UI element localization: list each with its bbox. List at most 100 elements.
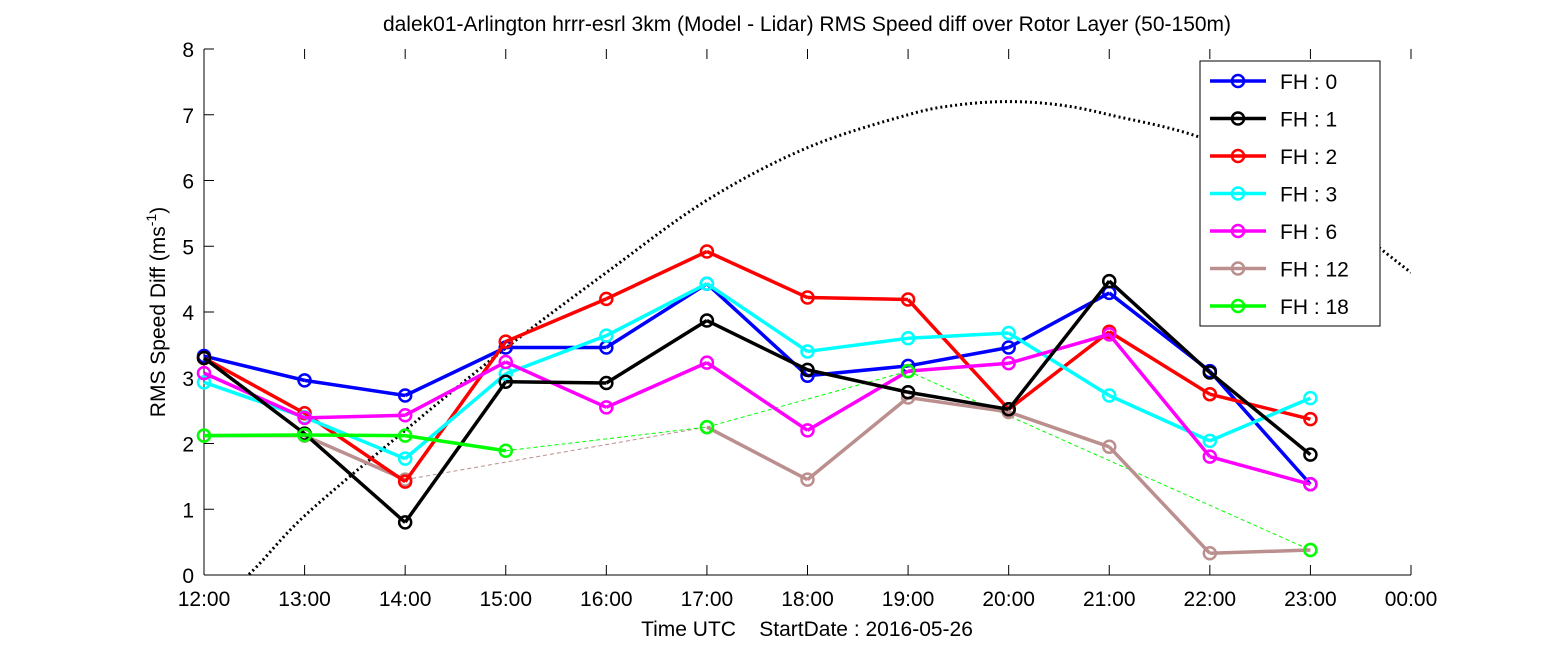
data-point	[800, 472, 815, 487]
series-line-segment	[907, 331, 1009, 341]
x-tick-label: 21:00	[1083, 588, 1136, 611]
legend-item: FH : 18	[1210, 296, 1349, 319]
data-point	[196, 350, 212, 366]
legend-label: FH : 1	[1280, 109, 1337, 132]
series-line-segment	[907, 361, 1009, 373]
legend-label: FH : 12	[1280, 259, 1349, 282]
series-line-segment	[706, 318, 809, 372]
legend: FH : 0 FH : 1 FH : 2 FH : 3 FH : 6 FH : 12 FH …	[1199, 60, 1381, 327]
data-point	[699, 276, 715, 291]
series-line-segment	[505, 360, 608, 409]
y-tick-label: 5	[182, 236, 194, 259]
legend-swatch-marker	[1230, 261, 1246, 276]
series-3	[196, 276, 1318, 466]
data-point	[397, 515, 413, 530]
data-point	[498, 354, 513, 370]
data-point	[1001, 340, 1016, 355]
series-line-segment	[807, 336, 909, 354]
data-point	[1001, 325, 1016, 341]
data-point	[1303, 477, 1318, 492]
data-point	[900, 331, 916, 346]
legend-swatch-marker	[1230, 73, 1246, 89]
series-4	[196, 327, 1318, 492]
data-point	[498, 443, 513, 458]
series-line-segment	[907, 395, 1009, 414]
x-tick-label: 15:00	[479, 588, 532, 611]
series-line-segment	[303, 432, 407, 524]
data-point	[397, 388, 413, 403]
data-point	[397, 474, 413, 489]
x-tick-label: 17:00	[681, 588, 734, 611]
y-axis-ticks: 0 1 2 3 4 5 6 7 8	[182, 39, 214, 588]
data-point	[699, 419, 715, 435]
series-6	[196, 363, 1318, 558]
series-gap-connector	[907, 370, 1311, 551]
data-point	[599, 291, 614, 307]
data-point	[599, 400, 614, 415]
series-line-segment	[706, 425, 809, 482]
x-axis-label: Time UTC StartDate : 2016-05-26	[641, 618, 973, 641]
series-line-segment	[1008, 410, 1110, 449]
legend-label: FH : 0	[1280, 71, 1337, 94]
data-point	[1303, 542, 1318, 558]
data-point	[297, 427, 312, 443]
y-tick-label: 7	[182, 105, 194, 128]
chart-title: dalek01-Arlington hrrr-esrl 3km (Model -…	[383, 13, 1231, 36]
x-tick-label: 22:00	[1184, 588, 1237, 611]
series-line-segment	[203, 354, 305, 383]
legend-swatch-marker	[1230, 148, 1246, 164]
data-point	[1202, 433, 1218, 449]
y-tick-label: 1	[182, 499, 194, 522]
legend-item: FH : 1	[1210, 109, 1337, 132]
y-tick-label: 6	[182, 171, 194, 194]
legend-swatch-marker	[1230, 223, 1246, 239]
legend-swatch-marker	[1230, 298, 1246, 314]
data-point	[1202, 386, 1218, 402]
x-tick-label: 18:00	[781, 588, 834, 611]
x-tick-label: 13:00	[278, 588, 331, 611]
series-2	[196, 244, 1318, 489]
series-gap-connector	[505, 426, 707, 452]
legend-item: FH : 2	[1210, 146, 1337, 169]
x-tick-label: 12:00	[178, 588, 231, 611]
data-point	[297, 410, 312, 426]
data-point	[699, 313, 715, 328]
series-line-segment	[705, 361, 809, 432]
legend-label: FH : 6	[1280, 221, 1337, 244]
series-line-segment	[807, 295, 909, 302]
data-point	[1102, 388, 1117, 403]
series-line-segment	[806, 369, 909, 432]
reference-curve	[245, 100, 1411, 575]
legend-label: FH : 18	[1280, 296, 1349, 319]
data-point	[1303, 411, 1318, 427]
data-point	[397, 428, 413, 443]
series-0	[196, 276, 1318, 492]
x-tick-label: 20:00	[982, 588, 1035, 611]
series-line-segment	[203, 433, 305, 438]
series-line-segment	[403, 380, 508, 524]
series-layer	[196, 244, 1318, 561]
data-point	[1102, 327, 1117, 342]
x-tick-label: 23:00	[1284, 588, 1337, 611]
gap-connector-layer	[405, 370, 1311, 551]
data-point	[900, 384, 916, 400]
legend-item: FH : 0	[1210, 71, 1337, 94]
data-point	[498, 374, 513, 389]
y-tick-label: 4	[182, 302, 194, 325]
series-1	[196, 273, 1318, 530]
series-line-segment	[403, 340, 508, 483]
data-point	[900, 363, 916, 379]
data-point	[900, 292, 916, 307]
series-line-segment	[1007, 331, 1111, 397]
series-line-segment	[1209, 396, 1312, 443]
series-line-segment	[605, 249, 708, 301]
series-line-segment	[1108, 330, 1211, 396]
data-point	[196, 375, 212, 390]
series-line-segment	[304, 413, 406, 420]
data-point	[1202, 449, 1218, 464]
legend-swatch-marker	[1230, 186, 1246, 201]
series-line-segment	[505, 297, 608, 344]
y-tick-label: 2	[182, 434, 194, 457]
y-axis-label-superscript: -1	[143, 214, 159, 227]
